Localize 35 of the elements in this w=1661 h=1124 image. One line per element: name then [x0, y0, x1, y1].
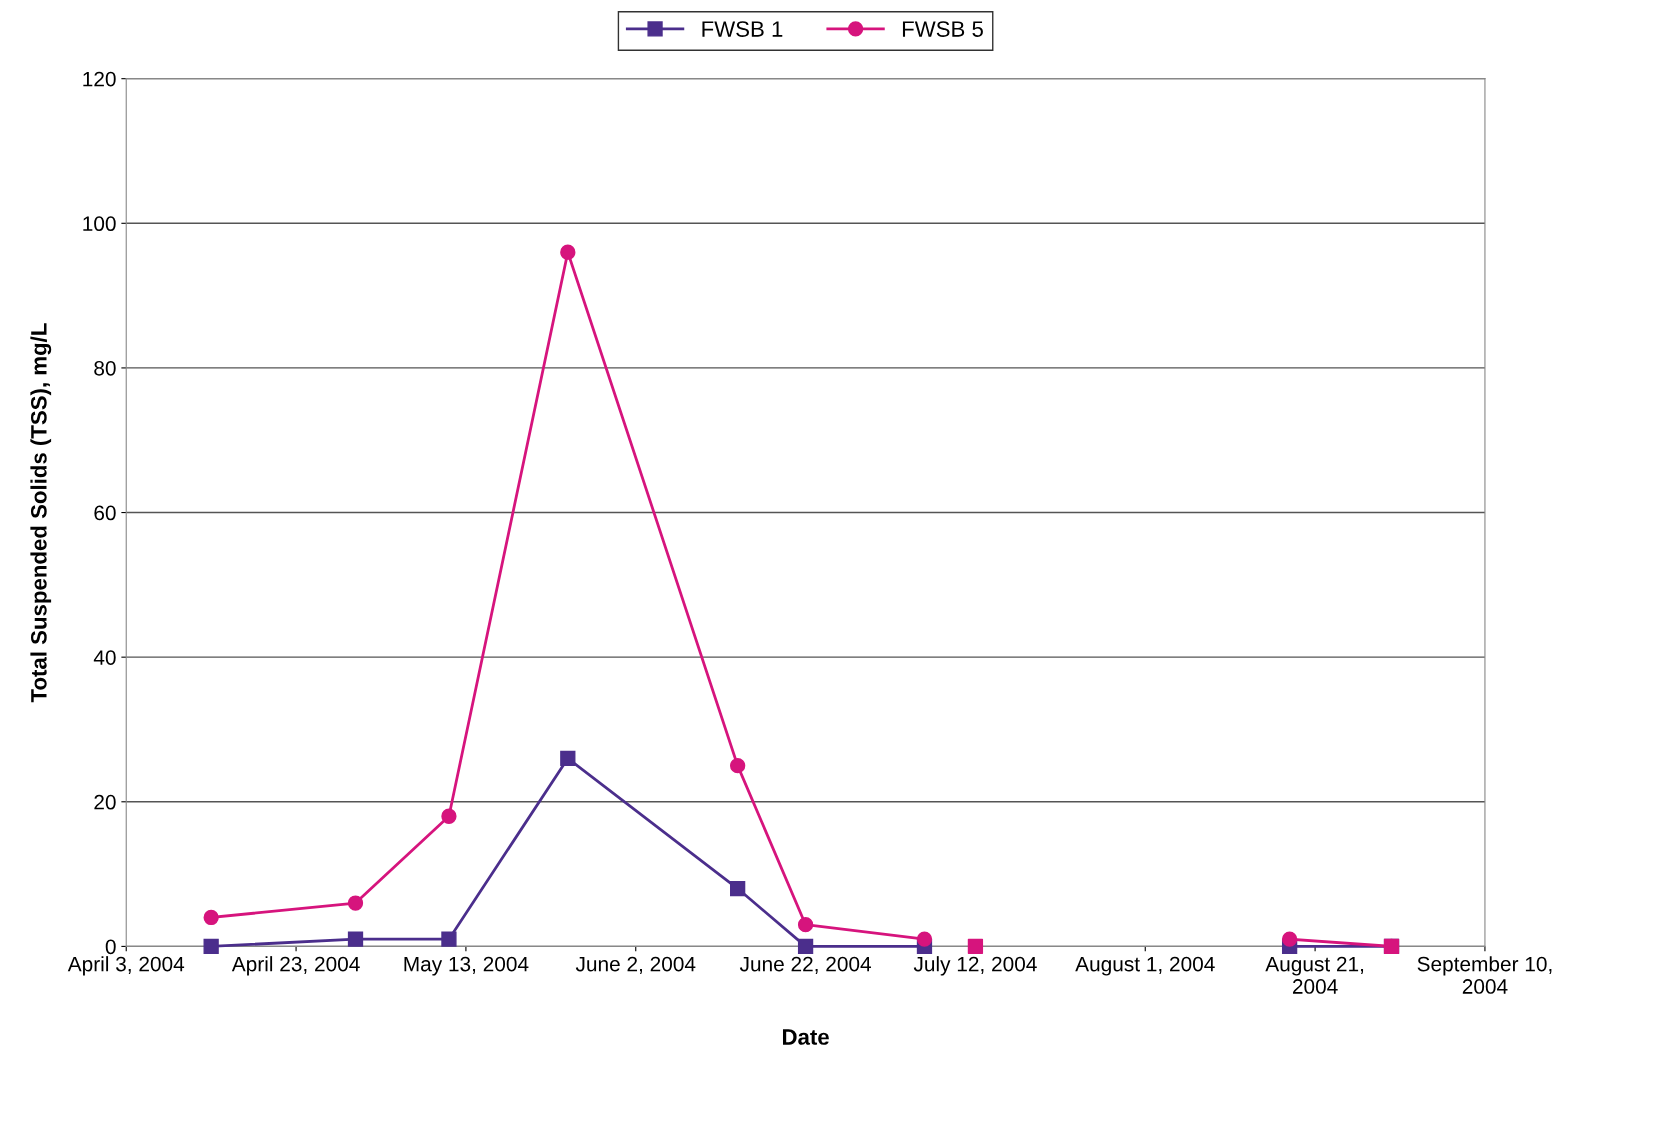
legend-label: FWSB 1	[702, 21, 783, 37]
x-tick-label: April 3, 2004	[67, 956, 185, 976]
x-tick-label: April 23, 2004	[231, 956, 360, 976]
y-tick-label: 60	[94, 505, 116, 521]
x-tick-label: August 1, 2004	[1075, 956, 1215, 976]
point	[730, 880, 746, 897]
x-axis-title: Date	[782, 1029, 829, 1045]
y-tick-label: 100	[83, 216, 116, 232]
point	[347, 931, 364, 947]
point	[1281, 931, 1298, 947]
point	[916, 931, 933, 947]
y-tick-label: 0	[105, 939, 116, 955]
y-tick-label: 20	[94, 794, 116, 810]
point	[967, 938, 984, 955]
point	[560, 244, 576, 260]
point	[203, 938, 219, 955]
legend-label: FWSB 5	[902, 21, 983, 37]
x-tick-label: September 10, 2004	[1417, 956, 1552, 994]
point	[797, 917, 814, 933]
y-tick-label: 40	[93, 650, 116, 665]
y-tick-label: 80	[94, 360, 116, 376]
x-tick-label: June 22, 2004	[739, 956, 872, 974]
point	[560, 750, 576, 767]
point	[203, 909, 219, 926]
point	[730, 757, 746, 774]
x-tick-label: June 2, 2004	[575, 956, 696, 974]
point	[347, 895, 364, 911]
point	[441, 931, 457, 947]
x-tick-label: July 12, 2004	[913, 956, 1037, 976]
point	[441, 808, 457, 824]
point	[797, 938, 814, 955]
y-axis-title: Total Suspended Solids (TSS), mg/L	[30, 323, 52, 703]
y-tick-label: 120	[83, 71, 116, 87]
x-tick-label: May 13, 2004	[404, 956, 529, 976]
x-tick-label: August 21, 2004	[1265, 956, 1364, 994]
